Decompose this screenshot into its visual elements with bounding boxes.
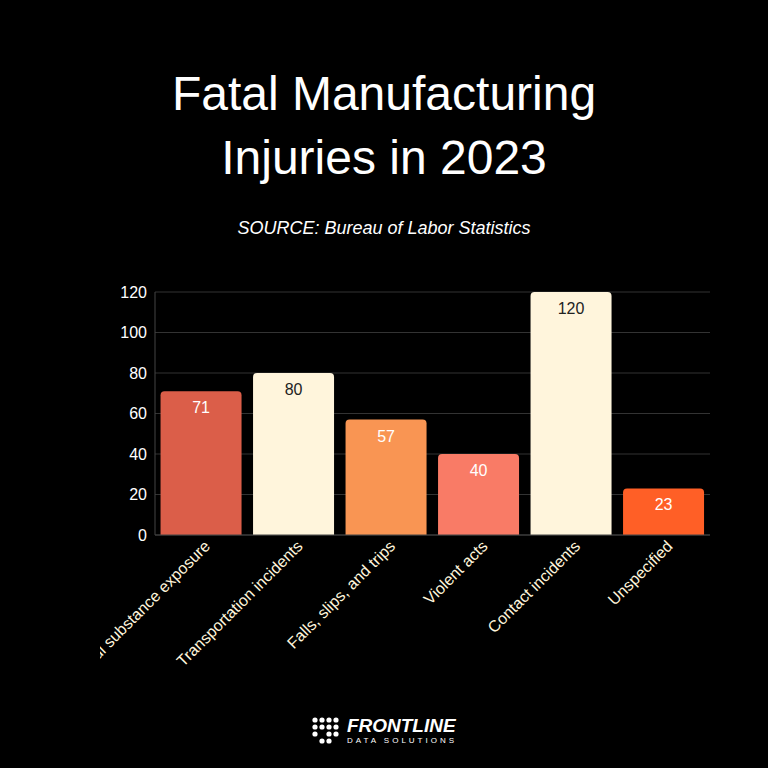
- html-text:DATA SOLUTIONS: DATA SOLUTIONS: [346, 736, 458, 745]
- svg-text:60: 60: [129, 405, 147, 422]
- svg-text:120: 120: [120, 284, 147, 301]
- svg-text:71: 71: [192, 399, 210, 416]
- svg-text:20: 20: [129, 486, 147, 503]
- svg-text:23: 23: [655, 496, 673, 513]
- svg-text:Contact incidents: Contact incidents: [484, 537, 583, 636]
- svg-text:80: 80: [129, 365, 147, 382]
- svg-text:40: 40: [470, 462, 488, 479]
- html-text:FRONTLINE: FRONTLINE: [346, 715, 456, 736]
- svg-text:Unspecified: Unspecified: [605, 537, 676, 608]
- svg-text:120: 120: [558, 300, 585, 317]
- html-text:SOURCE: Bureau of Labor Statis: SOURCE: Bureau of Labor Statistics: [237, 218, 531, 238]
- svg-text:Harmful substance exposure: Harmful substance exposure: [100, 537, 213, 693]
- svg-text:Falls, slips, and trips: Falls, slips, and trips: [284, 537, 399, 652]
- svg-text:80: 80: [285, 381, 303, 398]
- svg-text:100: 100: [120, 324, 147, 341]
- svg-text:0: 0: [138, 527, 147, 544]
- svg-text:Transportation incidents: Transportation incidents: [173, 537, 305, 669]
- svg-text:Violent acts: Violent acts: [420, 537, 490, 607]
- html-text:Fatal Manufacturing Injuries i: Fatal Manufacturing Injuries in 2023: [171, 67, 597, 184]
- svg-text:40: 40: [129, 446, 147, 463]
- svg-text:57: 57: [377, 428, 395, 445]
